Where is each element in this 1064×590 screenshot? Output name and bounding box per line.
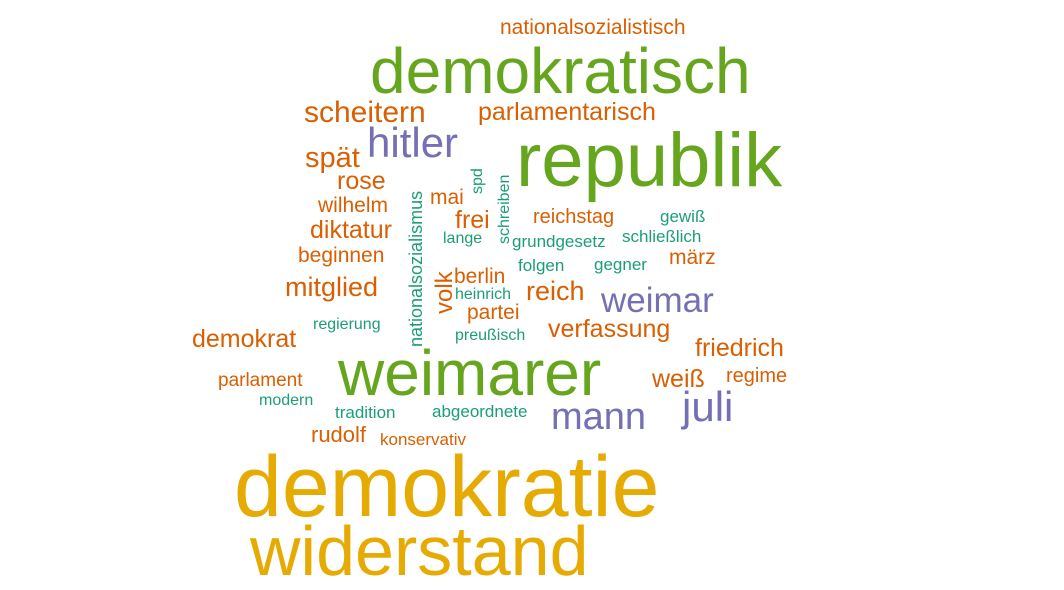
word-maerz: märz [669, 246, 716, 269]
word-spaet: spät [305, 142, 360, 174]
word-scheitern: scheitern [304, 96, 426, 129]
word-tradition: tradition [335, 403, 396, 422]
word-mai: mai [430, 186, 464, 209]
word-grundgesetz: grundgesetz [512, 232, 606, 251]
word-reich: reich [526, 276, 585, 306]
word-reichstag: reichstag [533, 206, 615, 228]
word-mann: mann [551, 396, 647, 438]
word-spd: spd [469, 168, 486, 194]
word-lange: lange [443, 230, 483, 247]
word-weimarer: weimarer [338, 337, 602, 409]
word-rose: rose [337, 167, 386, 195]
word-friedrich: friedrich [695, 334, 784, 362]
word-regime: regime [726, 365, 788, 387]
word-parlament: parlament [218, 370, 303, 391]
word-rudolf: rudolf [311, 422, 367, 447]
word-frei: frei [455, 206, 490, 234]
word-weiss: weiß [652, 365, 705, 393]
word-gewiss: gewiß [660, 207, 706, 226]
word-konservativ: konservativ [380, 430, 466, 449]
word-diktatur: diktatur [310, 216, 392, 244]
word-preussisch: preußisch [455, 327, 526, 344]
word-gegner: gegner [594, 255, 647, 274]
word-schliesslich: schließlich [622, 227, 702, 246]
word-demokratisch: demokratisch [370, 35, 751, 107]
word-schreiben: schreiben [496, 174, 513, 244]
word-abgeordnete: abgeordnete [432, 402, 528, 421]
word-heinrich: heinrich [455, 286, 512, 303]
word-parlamentarisch: parlamentarisch [478, 98, 656, 126]
word-demokrat: demokrat [192, 325, 297, 353]
word-beginnen: beginnen [298, 244, 385, 267]
word-nationalsozialismus: nationalsozialismus [406, 190, 426, 347]
word-verfassung: verfassung [548, 315, 671, 343]
word-widerstand: widerstand [250, 512, 589, 590]
word-modern: modern [259, 392, 314, 409]
word-juli: juli [682, 383, 734, 430]
word-nationalsozialistisch: nationalsozialistisch [500, 16, 686, 39]
word-hitler: hitler [367, 119, 459, 166]
word-partei: partei [467, 301, 520, 324]
word-berlin: berlin [454, 265, 506, 288]
word-folgen: folgen [518, 256, 565, 275]
word-mitglied: mitglied [285, 272, 379, 302]
word-regierung: regierung [313, 316, 381, 333]
word-republik: republik [516, 118, 783, 203]
word-weimar: weimar [601, 281, 714, 320]
word-wilhelm: wilhelm [318, 194, 389, 217]
word-demokratie: demokratie [234, 439, 660, 535]
